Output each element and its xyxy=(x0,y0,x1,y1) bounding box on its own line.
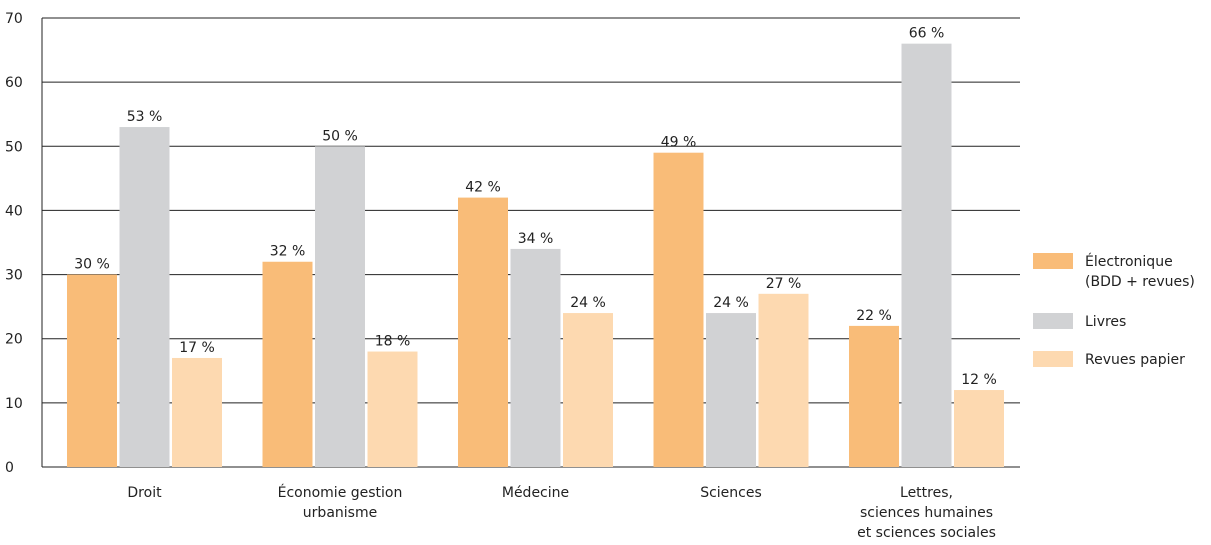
y-tick-label: 50 xyxy=(5,139,23,155)
bar xyxy=(653,152,704,467)
y-tick-label: 30 xyxy=(5,268,23,284)
bar xyxy=(172,357,222,467)
data-label: 27 % xyxy=(766,276,802,292)
data-label: 12 % xyxy=(961,372,997,388)
y-tick-label: 60 xyxy=(5,75,23,91)
bar xyxy=(758,293,809,467)
x-tick-label: Droit xyxy=(127,485,162,501)
bar xyxy=(119,127,170,468)
x-tick-label: Économie gestion xyxy=(278,484,403,501)
x-tick-label: urbanisme xyxy=(303,505,377,521)
data-label: 49 % xyxy=(661,135,697,151)
legend-label: Électronique xyxy=(1085,253,1173,270)
bar xyxy=(901,43,952,468)
bar xyxy=(315,146,365,468)
y-tick-label: 10 xyxy=(5,396,23,412)
data-label: 32 % xyxy=(270,244,306,260)
data-label: 22 % xyxy=(856,308,892,324)
legend-swatch xyxy=(1033,313,1073,329)
x-tick-label: Lettres, xyxy=(900,485,953,501)
bar xyxy=(67,274,117,467)
legend-label: Livres xyxy=(1085,314,1126,330)
legend-label: (BDD + revues) xyxy=(1085,274,1195,290)
data-label: 24 % xyxy=(570,295,606,311)
x-tick-label: et sciences sociales xyxy=(857,525,996,541)
x-axis: Droit Économie gestion urbanisme Médecine Sc… xyxy=(127,484,995,541)
data-label: 18 % xyxy=(375,334,411,350)
x-tick-label: Sciences xyxy=(700,485,762,501)
data-label: 53 % xyxy=(127,109,163,125)
x-tick-label: Médecine xyxy=(502,485,569,501)
y-tick-label: 40 xyxy=(5,203,23,219)
y-axis: 0 10 20 30 40 50 60 70 xyxy=(5,11,43,476)
y-tick-label: 0 xyxy=(5,460,14,476)
bar xyxy=(954,390,1004,467)
bar xyxy=(262,261,313,467)
bar xyxy=(563,313,613,467)
x-tick-label: sciences humaines xyxy=(860,505,993,521)
bar xyxy=(706,313,756,467)
data-label: 30 % xyxy=(74,257,110,273)
data-label: 66 % xyxy=(909,26,945,42)
y-tick-label: 20 xyxy=(5,332,23,348)
legend-swatch xyxy=(1033,253,1073,269)
data-label: 34 % xyxy=(518,231,554,247)
data-label: 50 % xyxy=(322,128,358,144)
y-tick-label: 70 xyxy=(5,11,23,27)
legend-label: Revues papier xyxy=(1085,352,1185,368)
data-label: 24 % xyxy=(713,295,749,311)
data-label: 17 % xyxy=(179,340,215,356)
bar xyxy=(458,197,508,467)
bar xyxy=(367,351,418,467)
bars: 30 % 53 % 17 % 32 % 50 % 18 % 42 % 34 % 24 % 49 %… xyxy=(67,26,1004,468)
legend-swatch xyxy=(1033,351,1073,367)
legend: Électronique (BDD + revues) Livres Revues p… xyxy=(1033,253,1195,368)
bar xyxy=(510,248,561,467)
data-label: 42 % xyxy=(465,180,501,196)
bar xyxy=(849,325,899,467)
